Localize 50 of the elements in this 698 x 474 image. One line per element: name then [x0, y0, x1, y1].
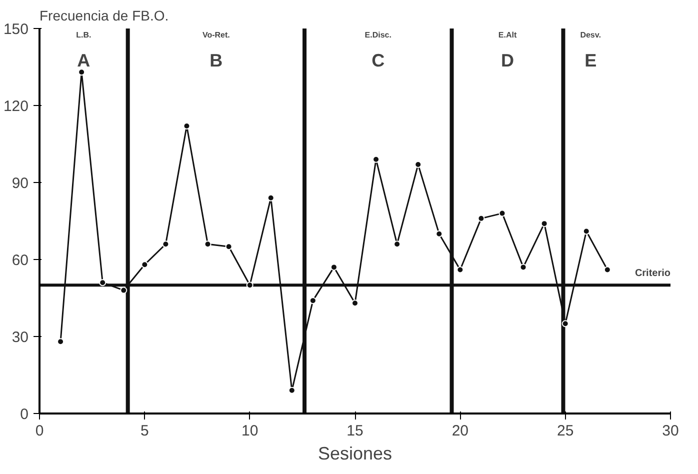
y-tick-label: 90	[12, 175, 29, 192]
point	[436, 230, 443, 238]
point	[99, 279, 106, 286]
y-tick-label: 0	[20, 406, 28, 423]
point	[604, 266, 611, 274]
y-axis-title: Frecuencia de FB.O.	[40, 8, 169, 24]
point	[141, 261, 148, 268]
point	[183, 122, 190, 130]
x-tick-label: 20	[452, 422, 469, 440]
x-tick-label: 0	[35, 422, 44, 440]
annotation: Desv.	[580, 30, 601, 40]
point	[309, 297, 316, 304]
point	[540, 220, 548, 228]
x-axis-title: Sesiones	[318, 444, 392, 464]
point	[288, 386, 296, 394]
ref-line-label: Criterio	[634, 268, 670, 280]
annotation: Vo-Ret.	[202, 30, 230, 40]
y-tick-label: 30	[12, 329, 29, 346]
point	[225, 243, 232, 250]
point	[78, 68, 86, 76]
point	[120, 286, 128, 294]
annotation: A	[77, 50, 90, 70]
y-tick-label: 120	[3, 98, 29, 115]
x-tick-label: 15	[346, 422, 364, 440]
x-tick-label: 30	[662, 422, 679, 440]
point	[498, 210, 506, 217]
x-tick-label: 5	[140, 422, 149, 440]
point	[478, 214, 485, 222]
point	[414, 161, 422, 168]
point	[562, 320, 569, 328]
x-tick-label: 25	[556, 422, 574, 440]
annotation: E	[584, 50, 597, 70]
y-tick-label: 150	[3, 21, 29, 38]
point	[394, 240, 401, 248]
point	[246, 282, 254, 289]
annotation: C	[372, 50, 385, 70]
annotation: B	[210, 50, 223, 70]
point	[267, 194, 274, 202]
x-tick-label: 10	[241, 422, 258, 440]
annotation: E.Alt	[498, 30, 517, 40]
point	[582, 228, 590, 235]
annotation: L.B.	[76, 30, 92, 40]
y-tick-label: 60	[12, 252, 29, 269]
point	[352, 300, 358, 307]
point	[456, 266, 464, 274]
annotation: D	[500, 50, 514, 70]
point	[520, 264, 527, 271]
annotation: E.Disc.	[364, 30, 392, 40]
point	[162, 240, 170, 248]
point	[204, 240, 212, 248]
